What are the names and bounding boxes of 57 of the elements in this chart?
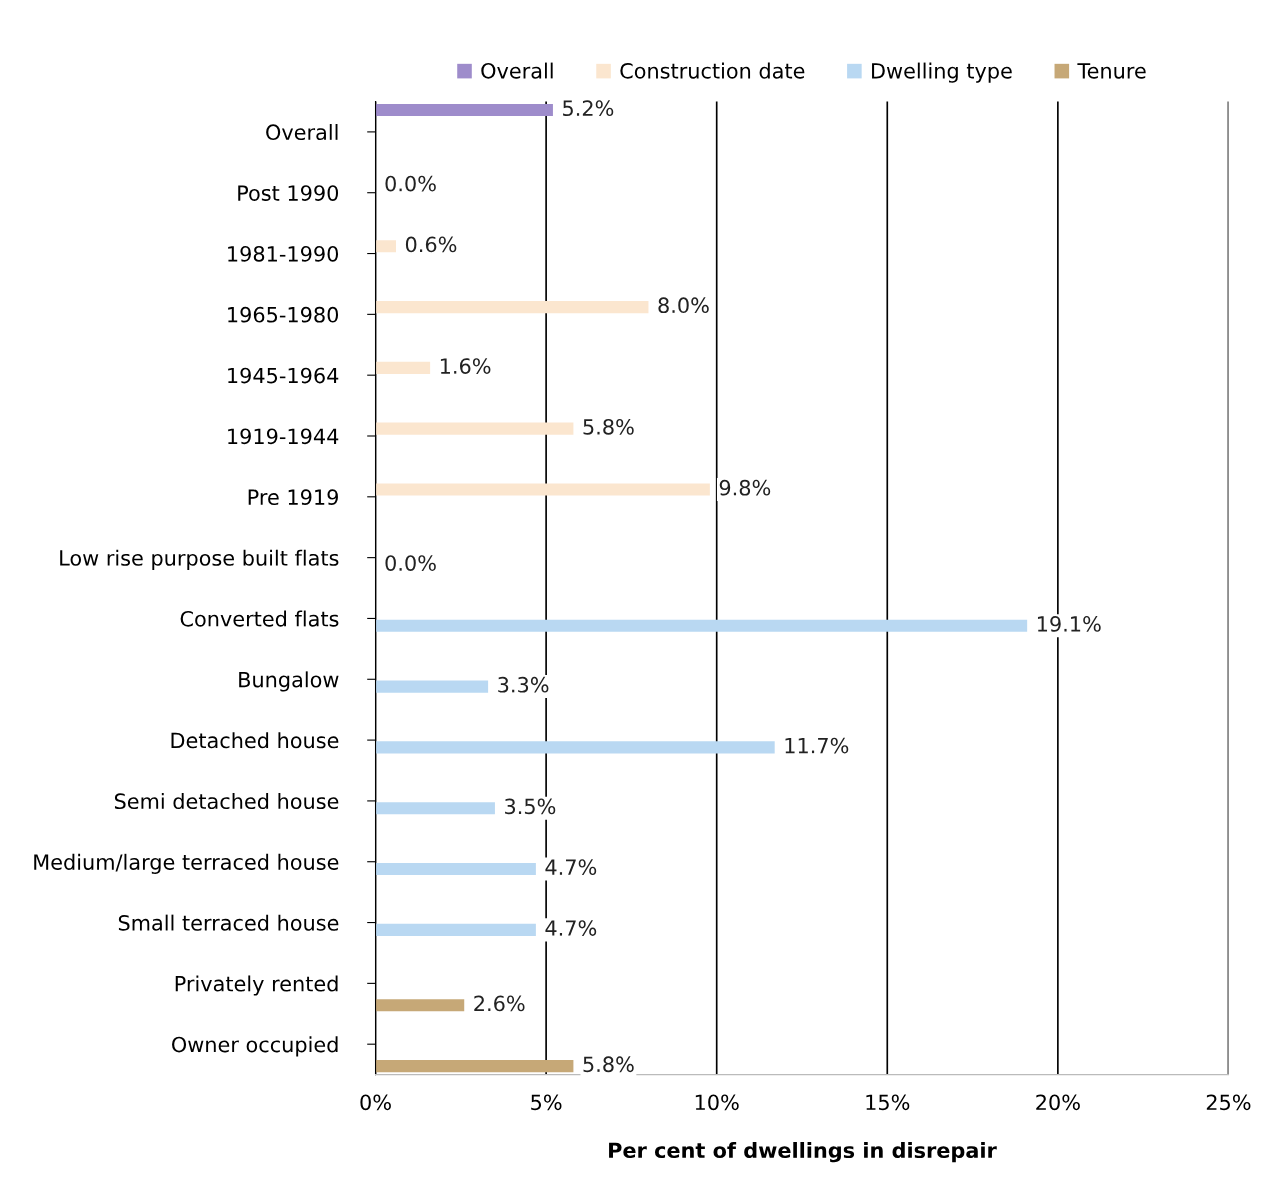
data-label: 1.6%: [440, 358, 491, 374]
y-tick-label: Bungalow: [239, 671, 339, 692]
bar: [375, 802, 495, 815]
x-tick-label: 0%: [360, 1094, 391, 1111]
bar: [375, 103, 553, 117]
legend-label: Construction date: [620, 62, 805, 79]
bar: [375, 862, 536, 876]
x-tick-label: 10%: [695, 1094, 739, 1111]
y-tick-label: 1919-1944: [228, 428, 339, 445]
data-label: 5.8%: [583, 1056, 634, 1073]
x-tick-label: 5%: [531, 1094, 562, 1111]
bar: [375, 361, 431, 374]
y-tick-label: Low rise purpose built flats: [60, 549, 339, 570]
y-tick-label: Owner occupied: [172, 1036, 338, 1057]
bar: [375, 619, 1028, 632]
legend-label: Overall: [481, 62, 553, 79]
y-tick-label: Post 1990: [238, 185, 339, 201]
y-tick-label: Detached house: [171, 732, 339, 749]
legend-label: Dwelling type: [872, 62, 1012, 83]
y-tick-label: 1965-1980: [228, 306, 339, 323]
data-label: 19.1%: [1037, 616, 1101, 632]
data-label: 0.0%: [385, 555, 436, 571]
data-label: 4.7%: [545, 859, 597, 876]
data-label: 0.0%: [385, 175, 436, 192]
y-tick-label: Converted flats: [180, 610, 339, 627]
data-label: 2.6%: [474, 995, 525, 1012]
data-label: 3.3%: [498, 676, 549, 693]
data-label: 9.8%: [719, 479, 771, 496]
data-label: 11.7%: [785, 737, 849, 754]
y-tick-label: Small terraced house: [118, 914, 339, 931]
x-axis-title: Per cent of dwellings in disrepair: [609, 1141, 997, 1163]
bar: [375, 923, 536, 936]
bar: [375, 680, 489, 693]
bar: [375, 999, 465, 1012]
data-label: 3.5%: [505, 798, 556, 815]
data-label: 8.0%: [658, 297, 709, 314]
y-tick-label: Privately rented: [175, 975, 338, 996]
data-label: 5.2%: [563, 100, 614, 117]
data-label: 5.8%: [583, 418, 634, 435]
bar: [375, 422, 574, 435]
x-tick-label: 25%: [1206, 1094, 1251, 1111]
data-label: 0.6%: [405, 236, 457, 253]
bar: [375, 741, 775, 754]
bar: [375, 300, 649, 314]
bar: [375, 483, 710, 496]
data-label: 4.7%: [545, 920, 597, 936]
y-tick-label: 1945-1964: [228, 367, 339, 384]
y-tick-label: Semi detached house: [114, 793, 339, 810]
legend-label: Tenure: [1077, 63, 1146, 79]
y-tick-label: Medium/large terraced house: [34, 853, 339, 874]
x-tick-label: 20%: [1036, 1094, 1080, 1111]
x-tick-label: 15%: [866, 1094, 910, 1111]
y-tick-label: Overall: [266, 123, 338, 141]
y-tick-label: Pre 1919: [248, 489, 338, 506]
y-tick-label: 1981-1990: [228, 245, 339, 262]
bar: [375, 240, 396, 253]
bar: [375, 1060, 574, 1073]
